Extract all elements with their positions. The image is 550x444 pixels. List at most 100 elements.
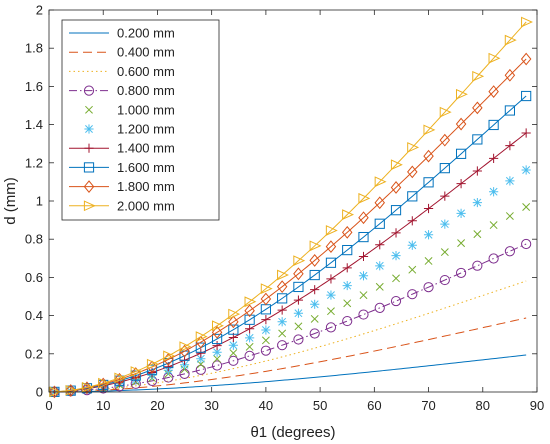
data-point xyxy=(277,340,288,351)
series-1-000-mm xyxy=(50,203,531,396)
data-point xyxy=(504,105,515,116)
data-point xyxy=(309,254,320,267)
legend: 0.200 mm 0.400 mm 0.600 mm 0.800 mm 1.000 mm… xyxy=(61,19,220,221)
data-point xyxy=(358,192,371,204)
data-point xyxy=(293,281,304,293)
data-point xyxy=(342,244,353,256)
x-tick-label: 70 xyxy=(421,398,435,413)
data-point xyxy=(407,142,420,153)
x-tick-label: 30 xyxy=(204,398,218,413)
data-point xyxy=(245,324,255,334)
legend-marker xyxy=(84,143,94,153)
y-tick-label: 0.6 xyxy=(25,270,43,285)
legend-item: 1.000 mm xyxy=(85,102,175,117)
legend-label: 0.600 mm xyxy=(117,64,175,79)
data-point xyxy=(228,355,239,366)
data-point xyxy=(423,149,434,163)
data-point xyxy=(179,344,190,358)
data-point xyxy=(342,280,352,291)
data-point xyxy=(65,384,76,397)
data-point xyxy=(310,314,319,323)
data-point xyxy=(472,101,483,115)
legend-marker xyxy=(84,124,94,134)
data-point xyxy=(163,362,173,372)
legend-label: 0.400 mm xyxy=(117,45,175,60)
legend-marker xyxy=(83,200,96,212)
data-point xyxy=(472,166,482,176)
legend-box xyxy=(61,19,220,221)
data-point xyxy=(261,325,271,335)
legend-item: 0.200 mm xyxy=(69,26,175,41)
series-0-200-mm xyxy=(54,354,527,393)
data-point xyxy=(521,16,533,28)
series-line xyxy=(54,280,527,393)
data-point xyxy=(473,230,482,239)
legend-item: 1.600 mm xyxy=(69,160,175,175)
data-point xyxy=(392,274,400,283)
data-point xyxy=(521,128,531,138)
data-point xyxy=(81,381,94,393)
legend-item: 0.800 mm xyxy=(69,83,175,98)
y-axis-label: d (mm) xyxy=(2,177,19,225)
data-point xyxy=(374,176,387,188)
plot-marks xyxy=(49,16,533,399)
x-tick-label: 40 xyxy=(259,398,273,413)
data-point xyxy=(455,88,468,100)
data-point xyxy=(327,307,335,316)
data-point xyxy=(341,225,353,239)
data-point xyxy=(505,141,515,151)
data-point xyxy=(310,285,320,295)
data-point xyxy=(423,177,434,188)
legend-item: 1.800 mm xyxy=(69,179,175,194)
data-point xyxy=(423,230,434,240)
legend-item: 1.200 mm xyxy=(84,122,175,137)
series-line xyxy=(54,317,527,393)
data-point xyxy=(146,358,159,370)
data-point xyxy=(131,373,141,383)
legend-item: 0.600 mm xyxy=(69,64,175,79)
data-point xyxy=(407,191,418,202)
data-point xyxy=(325,322,337,333)
data-point xyxy=(309,240,322,252)
data-point xyxy=(326,290,336,300)
legend-label: 0.800 mm xyxy=(117,83,175,98)
data-point xyxy=(358,211,369,225)
data-point xyxy=(310,299,320,309)
legend-label: 1.000 mm xyxy=(117,102,175,117)
data-point xyxy=(98,377,111,389)
data-point xyxy=(49,385,60,399)
data-point xyxy=(228,308,241,320)
series-line xyxy=(54,21,527,393)
data-point xyxy=(293,308,304,318)
data-point xyxy=(407,240,417,250)
x-axis-ticks: 0 10 20 30 40 50 60 70 80 90 xyxy=(45,10,544,413)
data-point xyxy=(521,165,531,175)
data-point xyxy=(375,261,385,271)
y-tick-label: 0.8 xyxy=(25,232,43,247)
data-point xyxy=(504,246,515,257)
series-line xyxy=(54,132,527,393)
x-tick-label: 50 xyxy=(313,398,327,413)
y-tick-label: 1.2 xyxy=(25,155,43,170)
data-point xyxy=(195,342,206,353)
data-point xyxy=(195,331,208,342)
data-point xyxy=(196,360,205,369)
y-tick-label: 1.8 xyxy=(25,41,43,56)
series-0-800-mm xyxy=(49,238,532,398)
data-point xyxy=(179,341,192,353)
data-point xyxy=(358,251,369,262)
data-point xyxy=(456,178,466,189)
data-point xyxy=(277,317,287,327)
data-point xyxy=(211,320,224,332)
data-point xyxy=(390,159,403,171)
data-point xyxy=(293,295,304,305)
data-point xyxy=(455,117,467,131)
data-point xyxy=(196,348,206,358)
data-point xyxy=(293,255,306,267)
x-tick-label: 20 xyxy=(150,398,164,413)
legend-item: 2.000 mm xyxy=(69,198,175,213)
legend-label: 1.400 mm xyxy=(117,141,175,156)
data-point xyxy=(455,267,467,279)
data-point xyxy=(325,225,338,236)
data-point xyxy=(261,315,271,325)
